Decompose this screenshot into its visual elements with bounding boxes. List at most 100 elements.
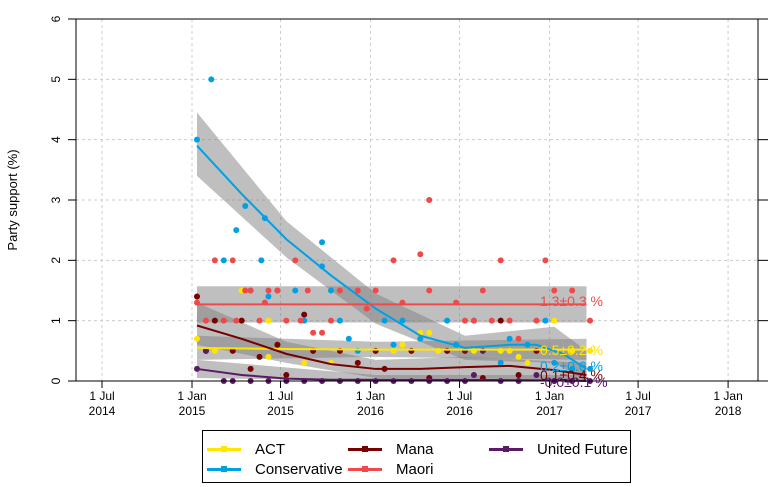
data-point-maori (202, 317, 209, 324)
data-point-act (551, 317, 558, 324)
trend-line-conservative (196, 145, 588, 370)
x-tick-label: 2017 (625, 404, 652, 418)
data-point-maori (426, 197, 433, 203)
legend-label: Conservative (255, 460, 343, 478)
legend-key-maori (348, 460, 382, 478)
data-point-act (211, 347, 218, 354)
data-point-mana (274, 341, 281, 348)
y-tick-label: 6 (49, 15, 63, 22)
data-point-mana (211, 317, 218, 324)
data-point-mana (515, 371, 522, 378)
grid (76, 19, 758, 381)
trend-lines (196, 145, 588, 382)
legend-key-mana (348, 440, 382, 458)
data-point-maori (256, 317, 263, 324)
data-point-maori (283, 317, 290, 324)
trend-line-united-future (196, 367, 587, 382)
x-tick-label: 2017 (536, 404, 563, 418)
x-tick-label: 1 Jul (89, 389, 114, 403)
data-point-conservative (381, 317, 388, 324)
data-point-maori (319, 329, 326, 336)
x-tick-label: 1 Jan (535, 389, 564, 403)
data-point-maori (479, 287, 486, 294)
data-point-act (587, 347, 594, 354)
data-point-conservative (417, 335, 424, 342)
data-point-mana (283, 371, 290, 378)
legend: ACT Conservative Mana Maori United Futur… (202, 430, 631, 483)
data-point-mana (256, 353, 263, 360)
data-point-mana (238, 317, 245, 324)
data-point-conservative (569, 365, 576, 372)
data-point-maori (292, 257, 299, 264)
data-point-act (194, 335, 200, 342)
y-tick-label: 4 (49, 136, 63, 143)
data-point-maori (220, 317, 227, 324)
data-point-mana (229, 347, 236, 354)
data-point-maori (551, 287, 558, 294)
data-point-maori (569, 287, 576, 294)
data-point-conservative (506, 335, 513, 342)
data-point-maori (417, 251, 424, 258)
x-tick-label: 1 Jan (713, 389, 742, 403)
data-point-mana (247, 365, 254, 372)
data-point-conservative (336, 317, 343, 324)
data-point-act (265, 353, 272, 360)
data-point-maori (372, 287, 379, 294)
y-tick-label: 3 (49, 196, 63, 203)
end-label-conservative: 0.2±0.6 % (540, 358, 603, 374)
data-point-conservative (497, 359, 504, 366)
legend-label: Mana (396, 440, 434, 458)
data-point-united-future (470, 371, 477, 378)
data-point-maori (354, 287, 361, 294)
x-tick-label: 2018 (715, 404, 742, 418)
data-point-maori (497, 257, 504, 264)
data-point-act (301, 359, 308, 366)
x-tick-label: 2015 (267, 404, 294, 418)
x-tick-label: 1 Jan (356, 389, 385, 403)
data-point-conservative (551, 359, 558, 366)
data-point-mana (194, 293, 200, 300)
data-point-act (515, 353, 522, 360)
legend-label: United Future (537, 440, 628, 458)
x-tick-label: 1 Jul (625, 389, 650, 403)
data-point-conservative (233, 227, 240, 234)
end-label-maori: 1.3±0.3 % (540, 293, 603, 309)
y-tick-label: 5 (49, 76, 63, 83)
data-point-mana (301, 311, 308, 318)
legend-item-conservative: Conservative (207, 460, 343, 478)
confidence-band-mana (197, 302, 587, 381)
data-point-act (426, 329, 433, 336)
data-point-mana (354, 359, 361, 366)
data-point-maori (265, 287, 272, 294)
data-point-maori (310, 329, 317, 336)
data-point-conservative (292, 287, 299, 294)
data-point-united-future (533, 371, 540, 378)
data-point-conservative (258, 257, 265, 264)
data-point-maori (233, 317, 240, 324)
legend-key-conservative (207, 460, 241, 478)
data-point-conservative (208, 76, 215, 83)
data-point-conservative (220, 257, 227, 264)
data-point-maori (390, 257, 397, 264)
y-tick-label: 1 (49, 317, 63, 324)
x-tick-label: 1 Jul (447, 389, 472, 403)
x-tick-label: 2016 (446, 404, 473, 418)
y-axis-title: Party support (%) (5, 149, 20, 250)
end-label-act: 0.5±0.2 % (540, 342, 603, 358)
data-point-conservative (390, 341, 397, 348)
data-point-maori (542, 257, 549, 264)
y-tick-label: 2 (49, 257, 63, 264)
data-point-maori (363, 305, 370, 312)
end-labels: 0.5±0.2 %0.2±0.6 %0.1±0.4 % 1.3±0.3 % -0.0… (540, 293, 608, 390)
data-point-maori (211, 257, 218, 264)
data-point-act (524, 359, 531, 366)
data-point-mana (497, 317, 504, 324)
data-point-maori (515, 335, 522, 342)
data-point-maori (247, 287, 254, 294)
end-label-united-future: -0.0±0.1 % (540, 374, 608, 390)
data-point-maori (274, 287, 281, 294)
legend-label: ACT (255, 440, 285, 458)
legend-item-act: ACT (207, 440, 285, 458)
